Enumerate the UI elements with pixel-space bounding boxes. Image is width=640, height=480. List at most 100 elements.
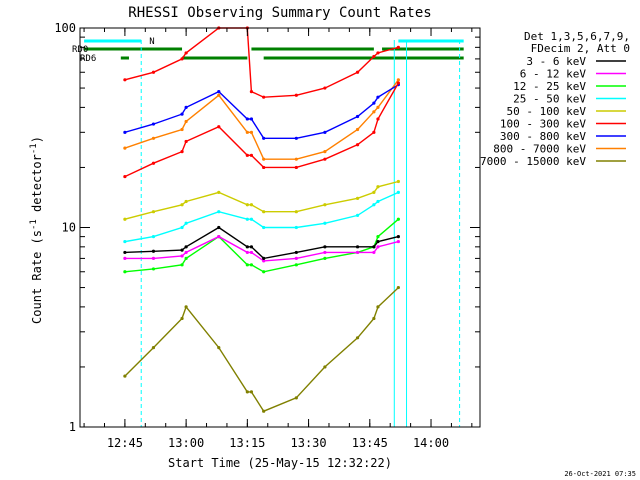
series-top-red-curve-point-11	[372, 54, 376, 59]
series-3-6-kev-point-6	[249, 245, 254, 249]
series-12-25-kev-point-3	[184, 256, 188, 261]
series-50-100-kev-point-7	[262, 210, 266, 214]
y-label-part-1: Count Rate (s	[30, 230, 44, 324]
series-top-red-curve-point-0	[123, 78, 127, 82]
series-7000-15000-kev-point-10	[355, 336, 360, 340]
series-7000-15000-kev-point-2	[180, 316, 184, 321]
series-800-7000-kev-point-8	[294, 157, 298, 161]
series-50-100-kev-point-5	[245, 203, 249, 207]
series-7000-15000-kev-point-11	[372, 316, 376, 321]
series-300-800-kev-point-12	[376, 95, 380, 99]
series-800-7000-kev-point-4	[217, 93, 221, 97]
series-6-12-kev-point-0	[123, 256, 127, 261]
series-6-12-kev-point-7	[262, 259, 266, 263]
series-50-100-kev-point-2	[180, 203, 184, 207]
series-12-25-kev-point-12	[376, 235, 380, 239]
series-6-12-kev-point-1	[151, 256, 156, 261]
series-100-300-kev-point-8	[294, 165, 298, 170]
series-50-100-kev-point-3	[184, 199, 188, 204]
series-top-red-curve-point-1	[151, 70, 156, 74]
series-100-300-kev-point-4	[217, 125, 221, 129]
series-300-800-kev-point-4	[217, 89, 221, 94]
series-50-100-kev-point-0	[123, 217, 127, 221]
series-50-100-kev-point-12	[376, 185, 380, 189]
series-300-800-kev-point-7	[262, 136, 266, 140]
y-tick-label-0: 1	[69, 420, 76, 434]
series-50-100-kev-point-1	[151, 210, 156, 214]
series-100-300-kev-point-13	[396, 81, 400, 85]
series-7000-15000-kev-point-1	[151, 346, 156, 350]
series-top-red-curve-point-7	[262, 95, 266, 99]
series-12-25-kev-point-5	[245, 263, 249, 267]
series-3-6-kev-point-7	[262, 256, 266, 261]
series-25-50-kev-point-13	[396, 190, 400, 194]
y-label-sup-2: -1	[29, 143, 39, 154]
series-top-red-curve-point-6	[249, 89, 254, 94]
series-50-100-kev-point-4	[217, 190, 221, 194]
series-6-12-kev-point-12	[376, 245, 380, 249]
series-6-12-kev-point-13	[396, 239, 400, 244]
series-100-300-kev-point-7	[262, 165, 266, 170]
series-100-300-kev-point-1	[151, 161, 156, 165]
legend-label-6: 300 - 800 keV	[500, 130, 586, 143]
flag-rd6-label: RD6	[80, 54, 96, 64]
series-3-6-kev-point-4	[217, 225, 221, 230]
series-6-12-kev-point-6	[249, 250, 254, 255]
series-3-6-kev-point-11	[372, 245, 376, 249]
series-7000-15000-kev-point-8	[294, 396, 298, 400]
series-100-300-kev-point-3	[184, 139, 188, 144]
series-300-800-kev-point-11	[372, 101, 376, 105]
series-3-6-kev-point-0	[123, 250, 127, 255]
series-3-6-kev-point-5	[245, 245, 249, 249]
x-tick-label-5: 14:00	[413, 436, 449, 450]
series-top-red-curve	[124, 27, 399, 98]
series-300-800-kev-point-0	[123, 130, 127, 134]
series-50-100-kev-point-13	[396, 179, 400, 184]
x-tick-label-0: 12:45	[107, 436, 143, 450]
series-50-100-kev-point-6	[249, 203, 254, 207]
series-3-6-kev-point-10	[355, 245, 360, 249]
series-12-25-kev-point-0	[123, 270, 127, 274]
series-800-7000-kev-point-2	[180, 127, 184, 132]
series-25-50-kev-point-7	[262, 225, 266, 230]
series-25-50-kev-point-6	[249, 217, 254, 221]
series-top-red-curve-point-3	[184, 51, 188, 55]
series-25-50-kev-point-1	[151, 235, 156, 239]
series-6-12-kev-point-8	[294, 256, 298, 261]
series-25-50-kev-point-0	[123, 239, 127, 244]
legend-label-0: 3 - 6 keV	[526, 55, 586, 68]
series-300-800-kev-point-9	[323, 130, 327, 134]
series-800-7000-kev-point-0	[123, 146, 127, 150]
series-800-7000-kev-point-13	[396, 78, 400, 82]
series-3-6-kev-point-2	[180, 248, 184, 252]
series-800-7000-kev-point-7	[262, 157, 266, 161]
series-12-25-kev-point-2	[180, 263, 184, 267]
series-7000-15000-kev-point-12	[376, 305, 380, 309]
series-25-50-kev-point-9	[323, 221, 327, 225]
series-7000-15000-kev-point-5	[245, 390, 249, 394]
series-50-100-kev-point-9	[323, 203, 327, 207]
series-6-12-kev-point-4	[217, 235, 221, 239]
series-25-50-kev-point-11	[372, 203, 376, 207]
series-6-12-kev-point-11	[372, 250, 376, 255]
series-800-7000-kev-point-10	[355, 127, 360, 132]
series-top-red-curve-point-13	[396, 45, 400, 49]
y-label-part-2: detector	[30, 154, 44, 219]
series-12-25-kev-point-6	[249, 263, 254, 267]
series-100-300-kev-point-11	[372, 130, 376, 134]
series-100-300-kev-point-10	[355, 143, 360, 147]
chart-title: RHESSI Observing Summary Count Rates	[128, 5, 431, 21]
series-300-800-kev-point-2	[180, 112, 184, 116]
legend-label-1: 6 - 12 keV	[520, 68, 587, 81]
series-25-50-kev-point-12	[376, 199, 380, 204]
series-25-50-kev-point-5	[245, 217, 249, 221]
x-tick-label-3: 13:30	[291, 436, 327, 450]
series-7000-15000-kev-point-3	[184, 305, 188, 309]
series-7000-15000-kev	[124, 287, 399, 413]
series-100-300-kev-point-5	[245, 153, 249, 157]
series-800-7000-kev-point-11	[372, 110, 376, 114]
x-axis-label: Start Time (25-May-15 12:32:22)	[168, 456, 392, 470]
legend-label-8: 7000 - 15000 keV	[480, 155, 586, 168]
series-12-25-kev-point-1	[151, 267, 156, 271]
